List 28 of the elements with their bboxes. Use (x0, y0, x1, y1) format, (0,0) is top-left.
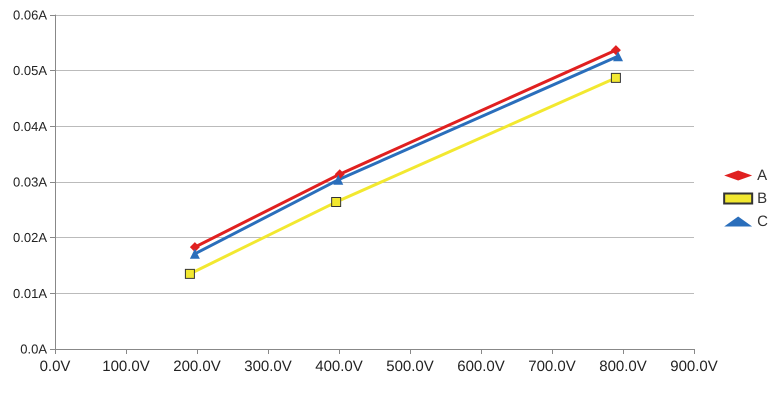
y-tick-label: 0.02A (13, 230, 48, 246)
x-tick-label: 700.0V (528, 358, 576, 375)
x-tick-label: 800.0V (599, 358, 647, 375)
x-tick-label: 500.0V (386, 358, 434, 375)
x-tick-label: 0.0V (40, 358, 70, 375)
x-tick-label: 100.0V (102, 358, 150, 375)
point (610, 45, 621, 56)
y-tick-label: 0.04A (13, 118, 48, 134)
x-tick-label: 900.0V (670, 358, 718, 375)
y-tick-label: 0.01A (13, 286, 48, 301)
legend-label: A (757, 167, 768, 184)
y-tick-label: 0.0A (20, 342, 48, 356)
x-tick-label: 600.0V (457, 358, 505, 375)
x-tick-label: 400.0V (315, 358, 363, 375)
y-tick-label: 0.05A (13, 63, 48, 78)
point (184, 268, 195, 279)
legend-label: C (757, 213, 768, 230)
point (613, 51, 624, 62)
y-tick-label: 0.06A (13, 8, 48, 22)
point (333, 174, 344, 185)
x-tick-label: 300.0V (244, 358, 292, 375)
legend-label: B (757, 190, 768, 207)
y-tick-label: 0.03A (13, 174, 48, 190)
point (610, 72, 621, 83)
point (190, 248, 200, 259)
point (331, 197, 342, 208)
point (190, 242, 200, 252)
x-tick-label: 200.0V (173, 358, 221, 375)
